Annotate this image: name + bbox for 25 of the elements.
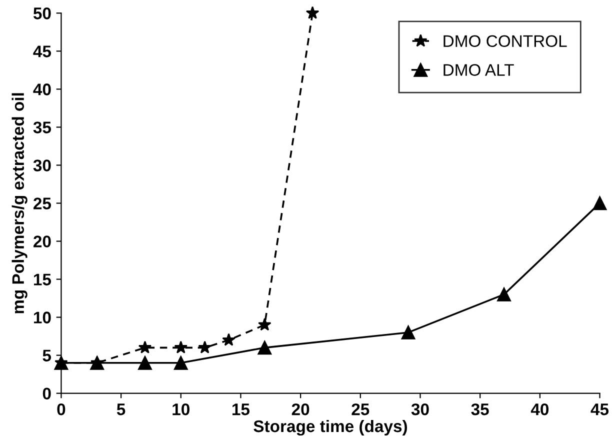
x-tick-label: 45 (590, 404, 609, 416)
y-tick-label: 50 (33, 8, 51, 20)
x-tick-label: 5 (116, 404, 126, 416)
y-tick-label: 5 (42, 350, 52, 362)
legend-label: DMO CONTROL (444, 35, 567, 48)
y-tick-label: 30 (33, 160, 51, 172)
x-tick-label: 10 (172, 403, 190, 416)
y-tick-label: 0 (42, 388, 51, 400)
y-tick-label: 20 (34, 236, 51, 248)
x-tick-label: 30 (411, 403, 429, 416)
x-tick-label: 20 (292, 403, 310, 416)
y-tick-label: 35 (33, 122, 52, 134)
y-tick-label: 45 (33, 46, 52, 58)
y-tick-label: 15 (34, 274, 52, 286)
legend-label: DMO ALT (444, 64, 514, 76)
x-tick-label: 15 (232, 404, 250, 416)
x-tick-label: 25 (352, 403, 370, 416)
y-tick-label: 25 (34, 198, 52, 210)
x-tick-label: 35 (471, 403, 489, 416)
y-tick-label: 10 (34, 312, 51, 324)
x-tick-label: 40 (530, 403, 549, 416)
y-tick-label: 40 (33, 84, 51, 96)
y-axis-title: mg Polymers/g extracted oil (12, 93, 28, 314)
x-tick-label: 0 (57, 403, 66, 416)
x-axis-title: Storage time (days) (254, 420, 407, 436)
